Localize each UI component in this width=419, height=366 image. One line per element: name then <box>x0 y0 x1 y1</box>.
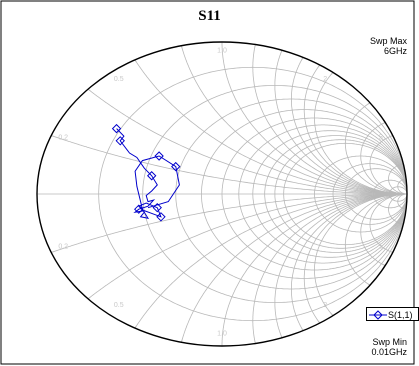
scale-label: 5 <box>379 243 383 250</box>
scale-label: 0.5 <box>114 76 124 83</box>
reactance-arc <box>303 193 407 324</box>
legend[interactable]: S(1,1) <box>366 307 419 321</box>
data-point-marker <box>146 171 157 181</box>
data-point-marker <box>111 123 122 134</box>
scale-label: 2 <box>323 302 327 309</box>
data-point-marker <box>156 212 166 222</box>
sweep-max-label: Swp Max 6GHz <box>370 36 407 56</box>
scale-label: 0.5 <box>114 302 124 309</box>
sweep-min-text: Swp Min <box>372 337 407 347</box>
sweep-max-value: 6GHz <box>383 46 407 56</box>
data-point-marker <box>152 202 162 213</box>
scale-label: 1.0 <box>217 48 227 55</box>
scale-label: 1.0 <box>217 330 227 337</box>
data-point-marker <box>115 136 125 146</box>
data-point-marker <box>134 204 144 214</box>
smith-grid: 0.2 0.2 0.5 0.5 1.0 1.0 2 2 5 5 <box>36 41 408 347</box>
scale-label: 5 <box>379 135 383 142</box>
data-point-marker <box>171 161 181 172</box>
reactance-arc <box>303 64 407 195</box>
chart-title: S11 <box>198 8 221 24</box>
series-layer <box>111 123 181 222</box>
sweep-min-value: 0.01GHz <box>371 347 407 357</box>
legend-marker-icon <box>369 310 387 320</box>
series-line <box>116 128 180 220</box>
sweep-min-label: Swp Min 0.01GHz <box>371 337 407 357</box>
legend-series-label: S(1,1) <box>388 310 413 320</box>
scale-label: 2 <box>323 76 327 83</box>
unit-circle <box>36 41 408 347</box>
data-point-marker <box>154 151 164 161</box>
scale-label: 0.2 <box>58 135 68 142</box>
scale-label: 0.2 <box>58 243 68 250</box>
reactance-arc <box>314 72 407 195</box>
sweep-max-text: Swp Max <box>369 36 407 46</box>
grid-lines: 0.2 0.2 0.5 0.5 1.0 1.0 2 2 5 5 <box>37 42 407 346</box>
reactance-arc <box>314 193 407 316</box>
